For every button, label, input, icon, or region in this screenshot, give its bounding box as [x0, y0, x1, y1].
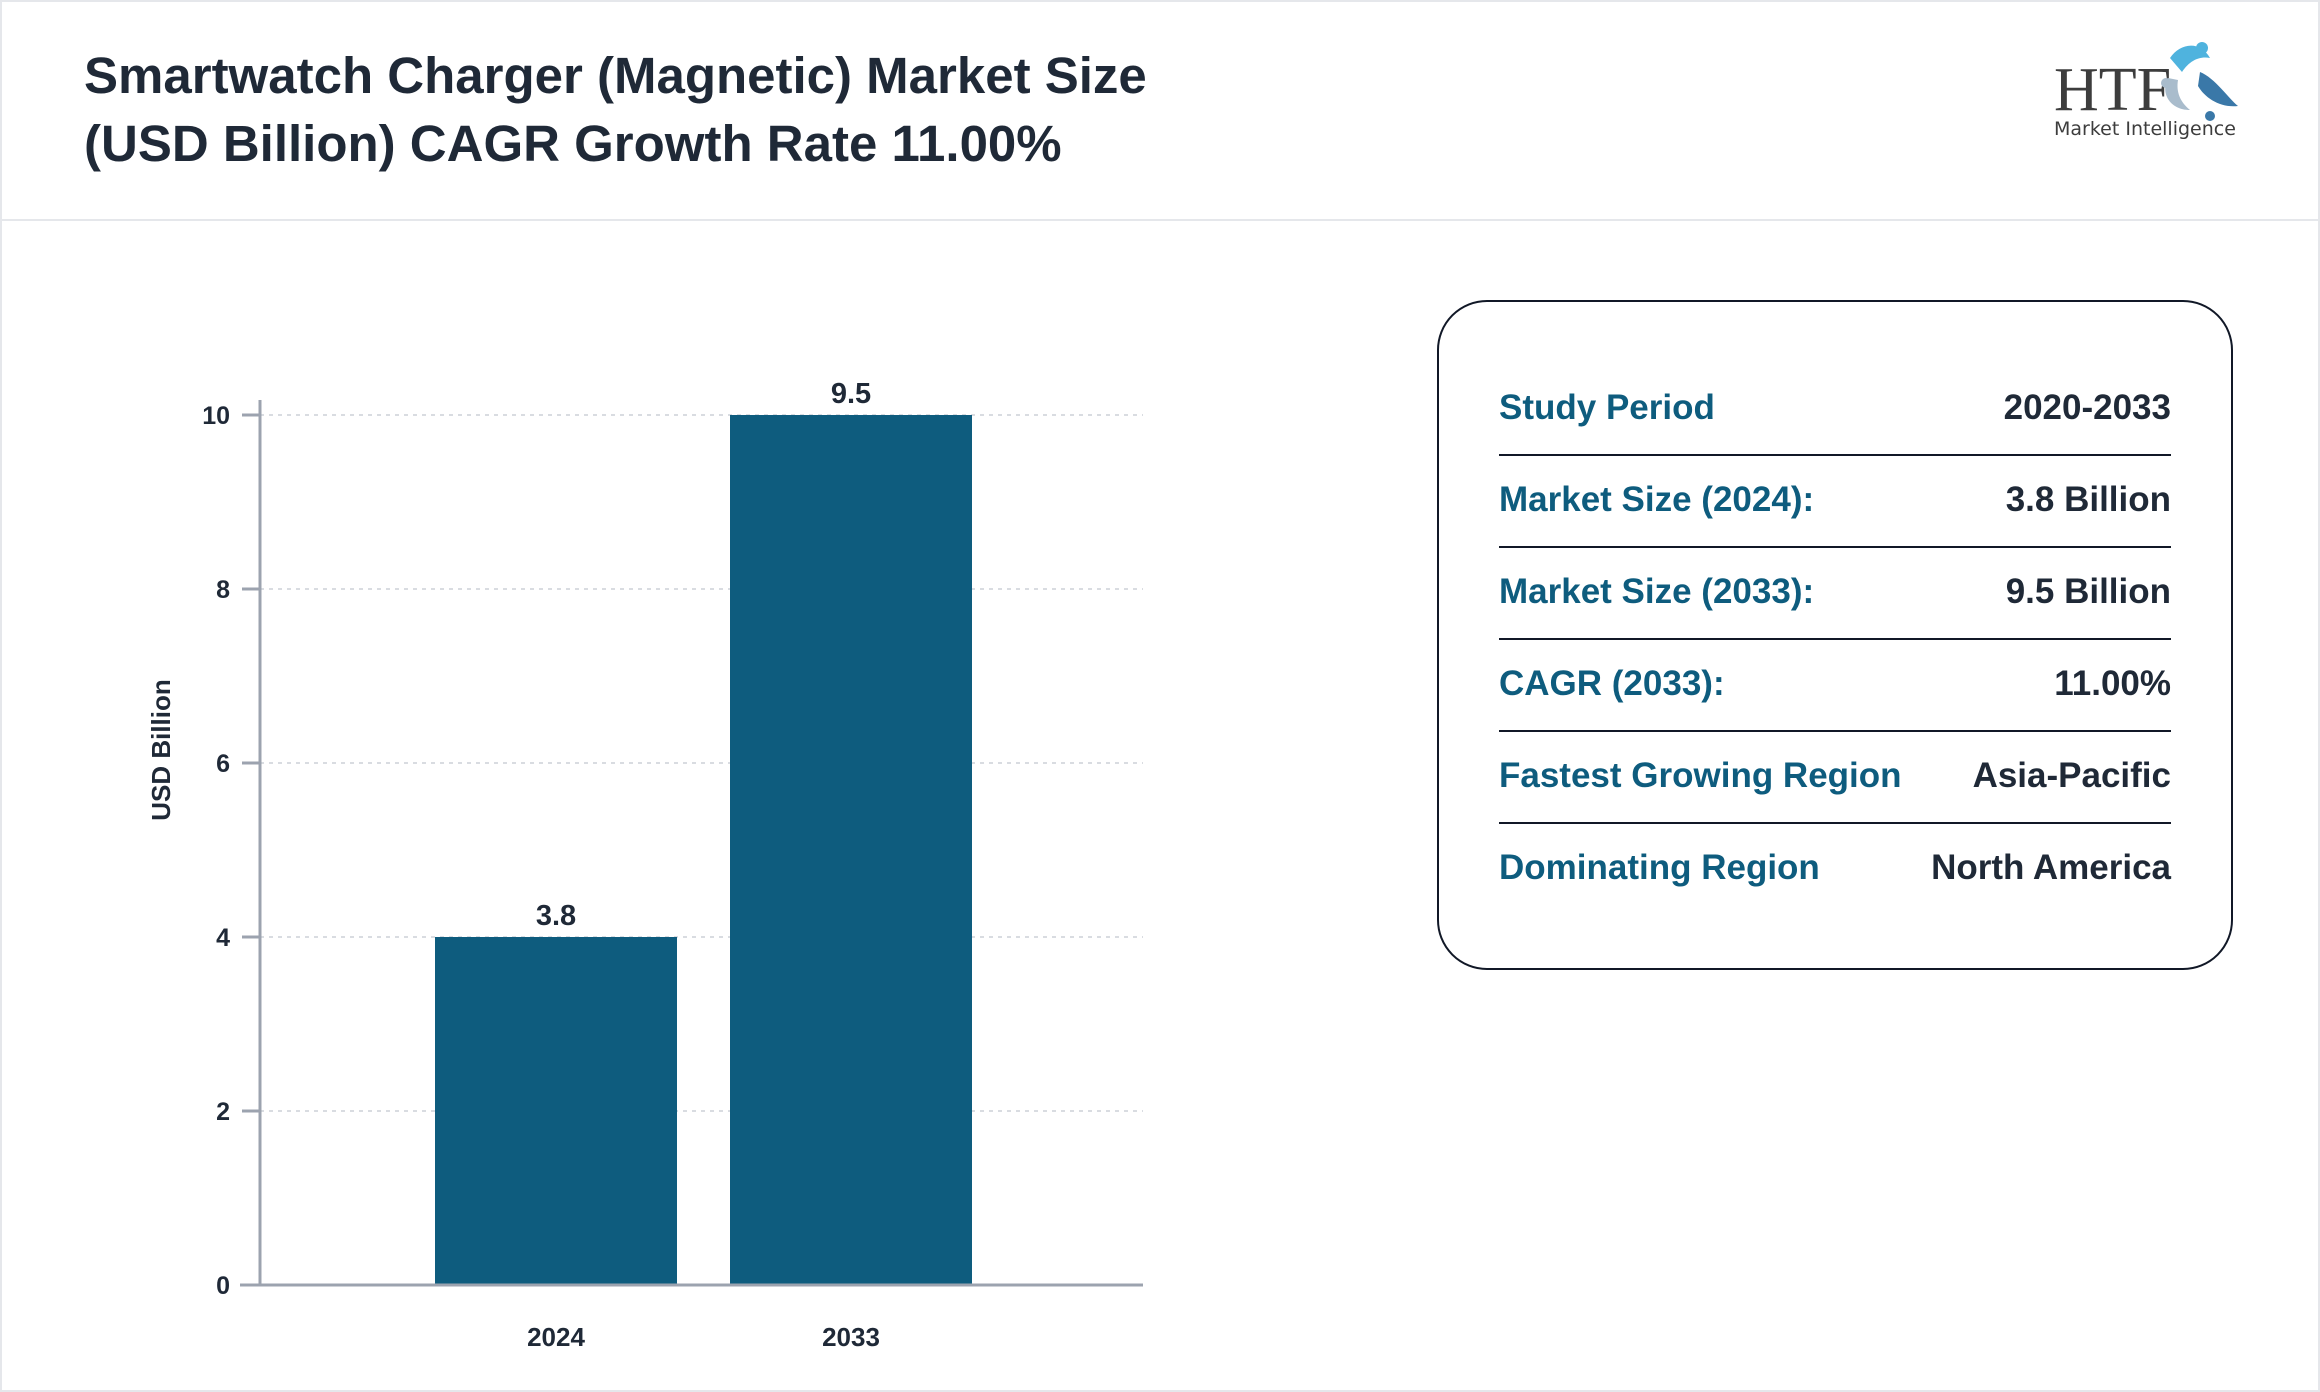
summary-value: 11.00% [2054, 664, 2171, 703]
summary-row: Dominating Region North America [1499, 822, 2171, 914]
summary-row: Market Size (2033): 9.5 Billion [1499, 546, 2171, 640]
title-line-1: Smartwatch Charger (Magnetic) Market Siz… [84, 47, 1147, 104]
htf-logo: HTF Market Intelligence [2054, 42, 2238, 140]
bar-2033 [730, 415, 972, 1285]
data-label: 9.5 [831, 378, 871, 410]
header: Smartwatch Charger (Magnetic) Market Siz… [0, 0, 2320, 221]
data-label: 3.8 [536, 900, 576, 932]
y-tick-label: 10 [202, 402, 230, 430]
y-tick-label: 8 [216, 576, 230, 604]
summary-value: Asia-Pacific [1972, 756, 2171, 795]
summary-row: Market Size (2024): 3.8 Billion [1499, 454, 2171, 548]
summary-row: Study Period 2020-2033 [1499, 362, 2171, 456]
summary-value: 3.8 Billion [2005, 480, 2171, 519]
summary-value: 2020-2033 [2003, 388, 2171, 427]
summary-label: Dominating Region [1499, 848, 1820, 887]
logo-subtext: Market Intelligence [2054, 118, 2236, 140]
x-tick-label: 2024 [527, 1322, 585, 1352]
summary-card: Study Period 2020-2033 Market Size (2024):… [1437, 300, 2233, 970]
bar-2024 [435, 937, 677, 1285]
summary-label: CAGR (2033): [1499, 664, 1725, 703]
summary-label: Study Period [1499, 388, 1715, 427]
y-tick-label: 0 [216, 1272, 230, 1300]
summary-value: 9.5 Billion [2005, 572, 2171, 611]
summary-row: CAGR (2033): 11.00% [1499, 638, 2171, 732]
summary-label: Market Size (2033): [1499, 572, 1815, 611]
summary-row: Fastest Growing Region Asia-Pacific [1499, 730, 2171, 824]
y-tick-label: 2 [216, 1098, 230, 1126]
logo-text: HTF [2054, 56, 2171, 124]
x-tick-label: 2033 [822, 1322, 880, 1352]
summary-value: North America [1931, 848, 2171, 887]
summary-label: Fastest Growing Region [1499, 756, 1902, 795]
title-line-2: (USD Billion) CAGR Growth Rate 11.00% [84, 115, 1062, 172]
y-tick-label: 4 [216, 924, 230, 952]
y-axis-label: USD Billion [146, 679, 176, 821]
y-tick-label: 6 [216, 750, 230, 778]
summary-label: Market Size (2024): [1499, 480, 1815, 519]
page-title: Smartwatch Charger (Magnetic) Market Siz… [84, 42, 1147, 178]
